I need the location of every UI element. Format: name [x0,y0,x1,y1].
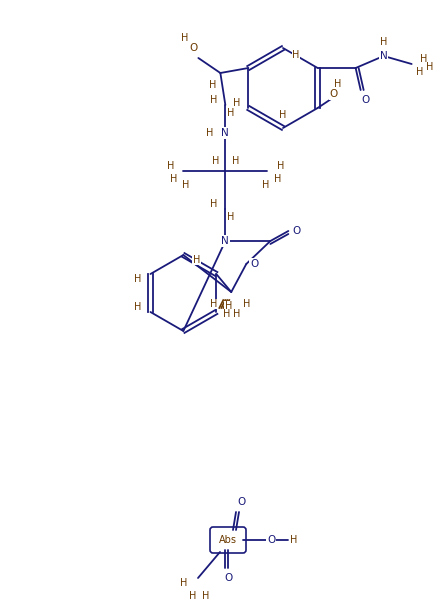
Text: H: H [277,161,284,171]
Text: H: H [206,128,213,138]
Text: H: H [227,108,234,118]
Text: H: H [416,67,423,77]
Text: H: H [167,161,174,171]
Text: H: H [134,274,141,284]
Text: H: H [212,156,219,166]
Text: O: O [250,259,258,269]
Text: H: H [170,174,177,184]
Text: H: H [243,299,250,309]
Text: O: O [224,573,232,583]
Text: H: H [209,299,217,309]
Text: H: H [334,79,341,89]
Text: H: H [180,578,188,588]
Text: Abs: Abs [219,535,237,545]
Text: H: H [232,156,239,166]
Text: H: H [262,180,269,190]
Text: H: H [233,98,240,108]
Text: H: H [193,255,200,265]
Text: H: H [227,212,234,222]
Text: H: H [232,309,240,319]
Text: N: N [221,236,229,246]
Text: H: H [209,95,217,105]
Text: H: H [426,62,434,72]
Text: H: H [292,50,300,60]
Text: H: H [209,80,216,90]
FancyBboxPatch shape [210,527,246,553]
Text: H: H [279,110,287,120]
Text: H: H [380,37,387,47]
Text: O: O [189,43,198,53]
Text: H: H [202,591,209,601]
Text: H: H [223,309,230,319]
Text: O: O [362,95,370,105]
Text: H: H [134,302,141,312]
Text: H: H [420,54,427,64]
Text: H: H [290,535,298,545]
Text: H: H [181,33,188,43]
Text: O: O [237,497,245,507]
Text: N: N [221,128,229,138]
Text: H: H [189,591,197,601]
Text: H: H [224,301,232,311]
Text: O: O [329,89,338,99]
Text: O: O [292,226,300,236]
Text: H: H [209,199,217,209]
Text: N: N [380,51,388,61]
Text: H: H [274,174,281,184]
Text: H: H [182,180,189,190]
Text: O: O [267,535,275,545]
